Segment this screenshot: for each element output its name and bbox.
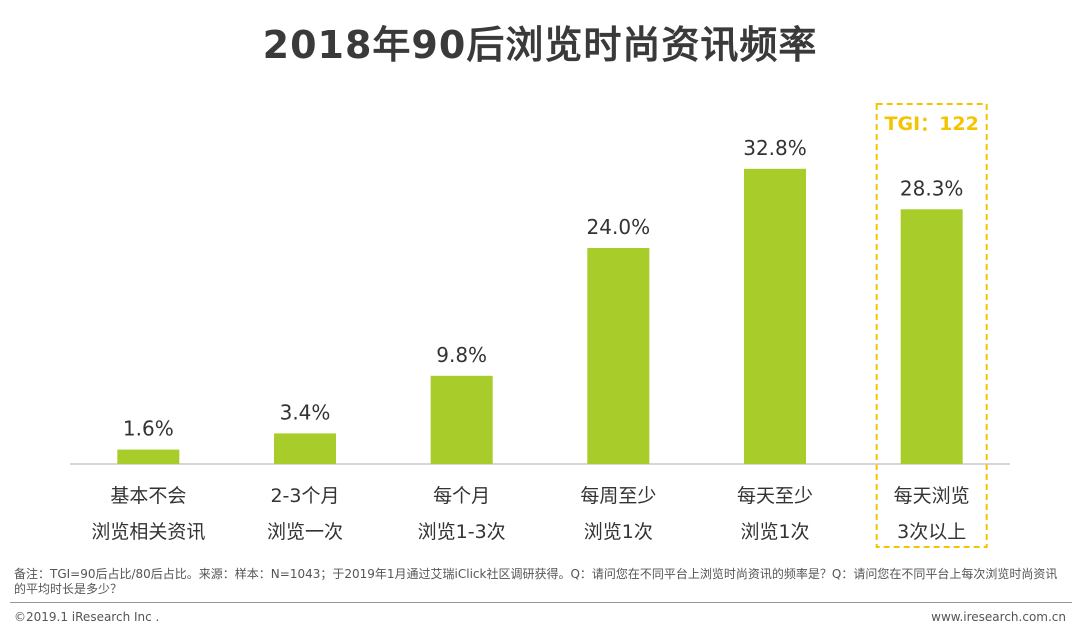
bar-3	[430, 375, 493, 464]
category-label-4-line-2: 浏览1次	[584, 521, 653, 543]
tgi-label: TGI：122	[885, 113, 979, 135]
category-label-3-line-1: 每个月	[433, 485, 490, 507]
category-label-6-line-1: 每天浏览	[894, 485, 970, 507]
footnote: 备注：TGI=90后占比/80后占比。来源：样本：N=1043；于2019年1月…	[14, 567, 1058, 596]
category-label-1-line-2: 浏览相关资讯	[91, 521, 205, 543]
copyright-text: ©2019.1 iResearch Inc .	[14, 610, 160, 624]
category-label-2-line-1: 2-3个月	[270, 485, 339, 507]
bar-4	[587, 248, 650, 464]
category-label-1-line-1: 基本不会	[110, 485, 186, 507]
value-label-5: 32.8%	[743, 136, 807, 160]
bar-6	[900, 209, 963, 464]
value-label-6: 28.3%	[900, 176, 964, 200]
website-link[interactable]: www.iresearch.com.cn	[931, 610, 1066, 624]
value-label-1: 1.6%	[123, 417, 174, 441]
category-label-6-line-2: 3次以上	[897, 521, 966, 543]
bar-2	[274, 433, 336, 464]
chart-title: 2018年90后浏览时尚资讯频率	[262, 23, 818, 67]
category-label-2-line-2: 浏览一次	[267, 521, 343, 543]
category-label-3-line-2: 浏览1-3次	[418, 521, 506, 543]
value-label-3: 9.8%	[436, 343, 487, 367]
highlight-box	[875, 103, 988, 548]
bar-1	[117, 449, 180, 464]
category-label-5-line-2: 浏览1次	[740, 521, 809, 543]
footer-divider	[10, 602, 1072, 603]
value-label-4: 24.0%	[587, 215, 651, 239]
category-label-4-line-1: 每周至少	[580, 485, 656, 507]
bar-5	[744, 168, 806, 465]
category-label-5-line-1: 每天至少	[737, 485, 813, 507]
value-label-2: 3.4%	[280, 400, 331, 424]
